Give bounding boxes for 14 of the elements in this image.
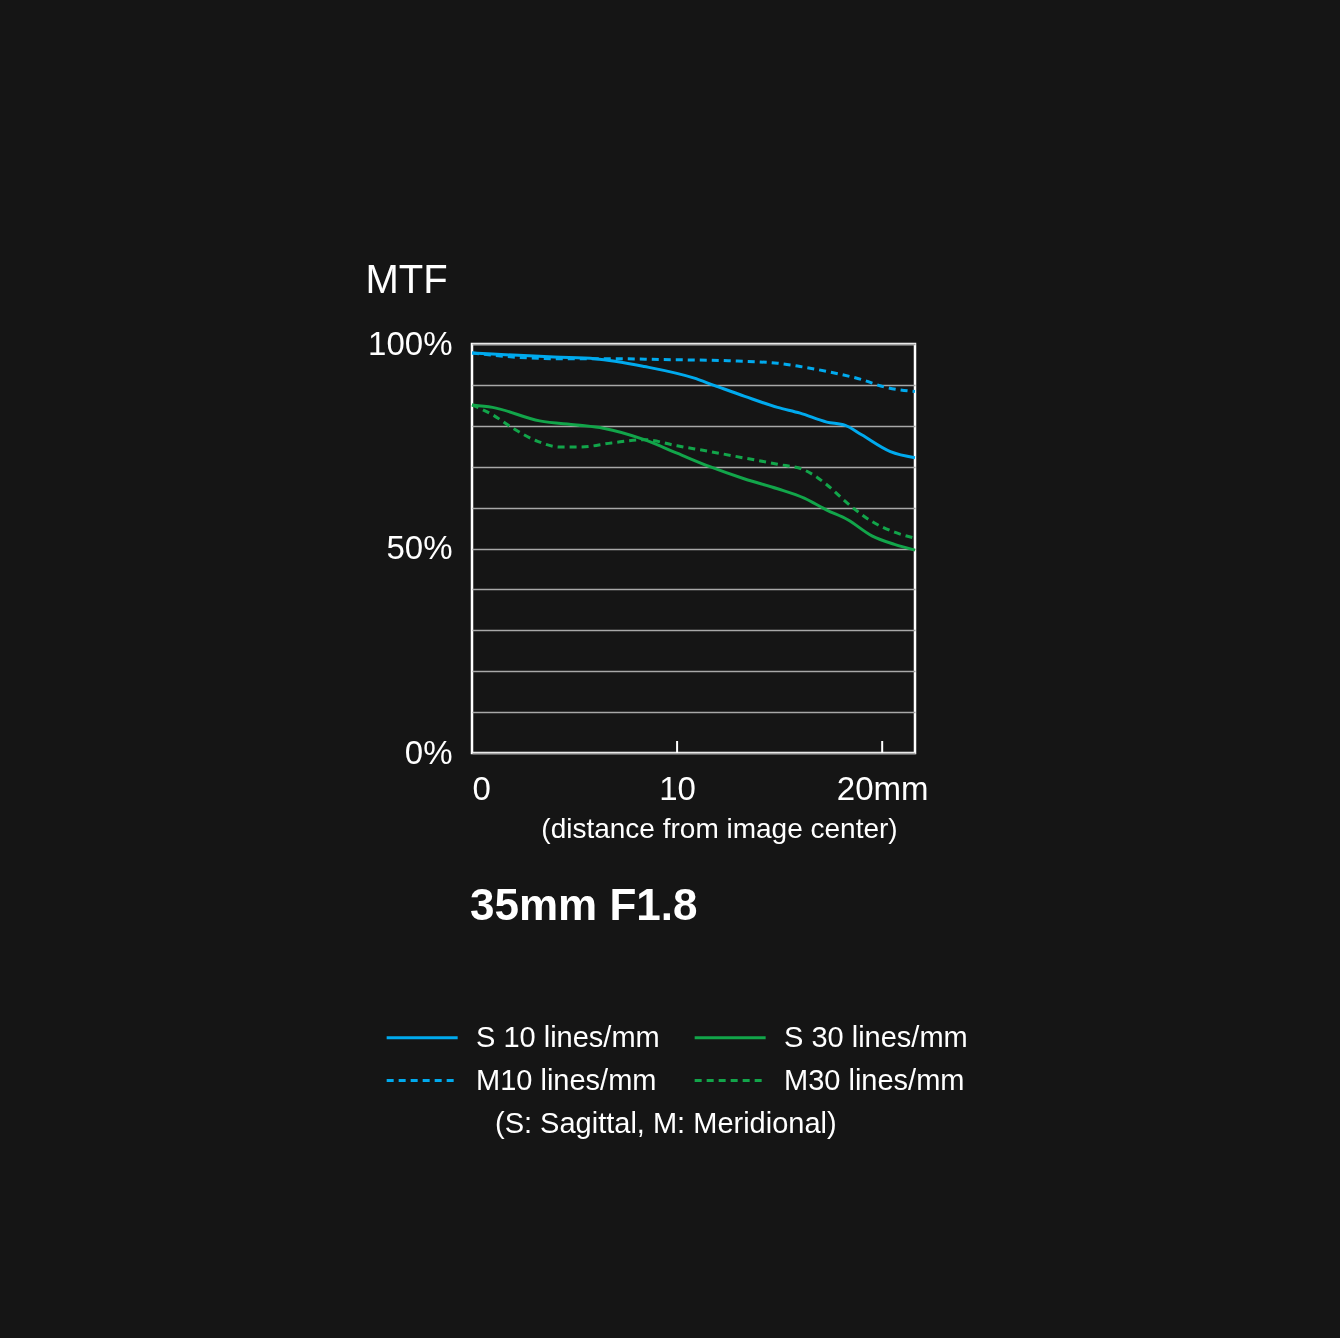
x-tick-label: 10	[659, 769, 696, 807]
x-tick-label: 20mm	[836, 769, 929, 807]
x-tick-label: 0	[472, 769, 491, 807]
y-tick-label: 100%	[368, 324, 453, 362]
y-tick-label: 50%	[386, 529, 453, 566]
y-tick-label: 0%	[404, 733, 453, 771]
text: (S: Sagittal, M: Meridional)	[495, 1107, 837, 1139]
text: 35mm F1.8	[470, 880, 698, 929]
legend-label: S 30 lines/mm	[784, 1020, 968, 1053]
legend-label: M10 lines/mm	[476, 1063, 657, 1096]
legend-label: M30 lines/mm	[784, 1063, 965, 1096]
legend-label: S 10 lines/mm	[476, 1020, 660, 1053]
y-axis-title: MTF	[365, 256, 448, 301]
x-axis-title: (distance from image center)	[541, 812, 898, 844]
